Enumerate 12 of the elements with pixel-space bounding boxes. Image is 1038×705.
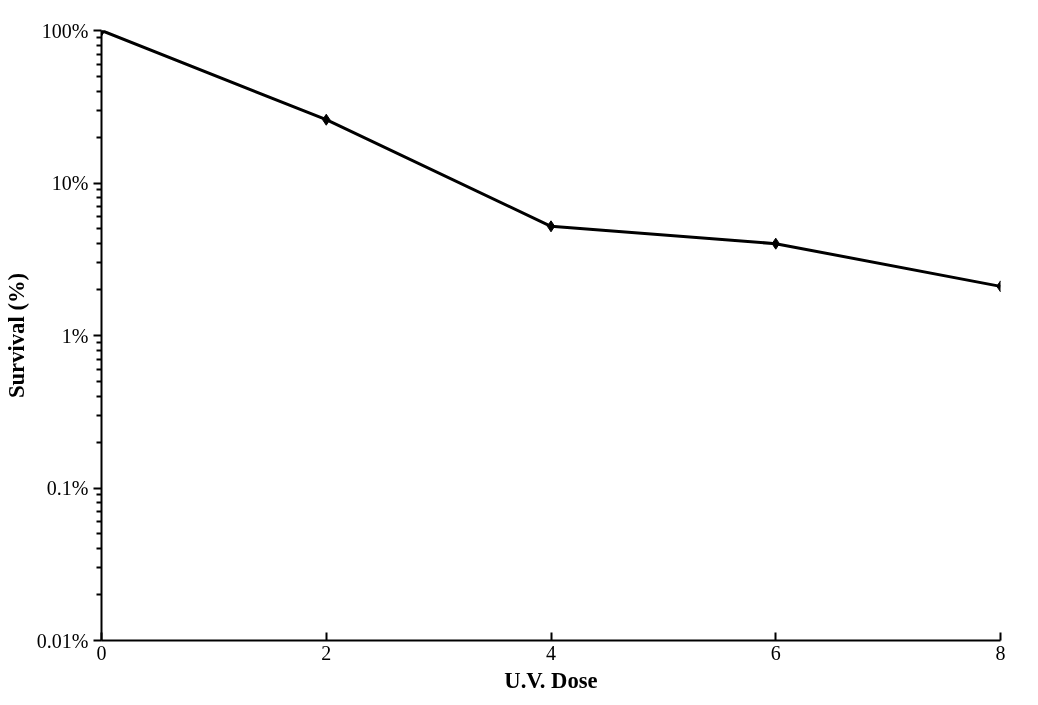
x-tick-label: 8 [995, 641, 1006, 664]
y-tick-label: 1% [61, 324, 89, 347]
y-tick-label: 10% [51, 172, 89, 194]
x-tick-label: 2 [321, 641, 332, 664]
x-tick-label: 4 [546, 641, 556, 664]
x-axis-title: U.V. Dose [504, 667, 598, 693]
y-tick-label: 0.01% [36, 629, 89, 652]
x-tick-label: 6 [770, 641, 781, 664]
y-axis-title: Survival (%) [3, 272, 29, 399]
x-tick-label: 0 [96, 641, 107, 664]
y-tick-label: 100% [41, 19, 89, 42]
y-tick-label: 0.1% [46, 477, 89, 499]
